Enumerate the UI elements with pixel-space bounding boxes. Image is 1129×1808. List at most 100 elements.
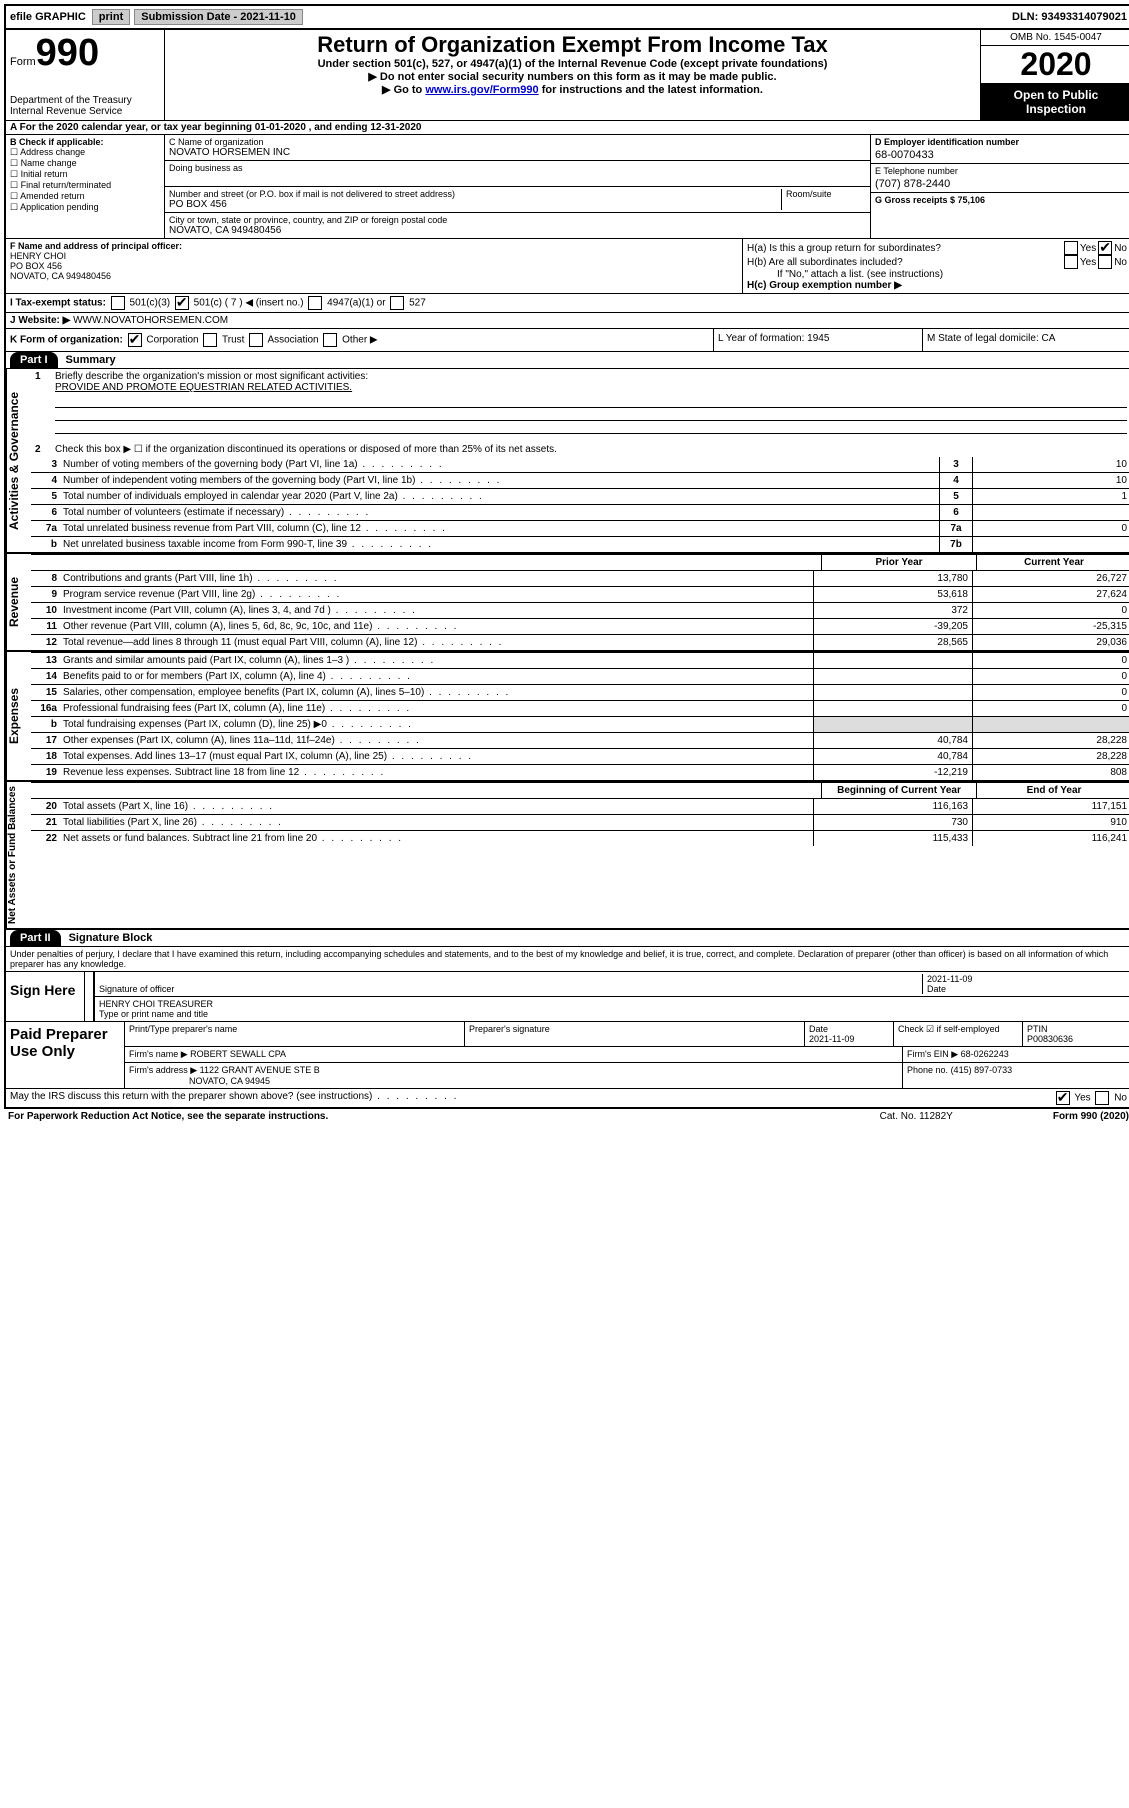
data-row-22: 22 Net assets or fund balances. Subtract…	[31, 830, 1129, 846]
hdr-end: End of Year	[976, 783, 1129, 798]
row-desc: Net assets or fund balances. Subtract li…	[59, 831, 813, 846]
revenue-section: Revenue Prior Year Current Year 8 Contri…	[6, 554, 1129, 652]
row-curr: 26,727	[972, 571, 1129, 586]
data-row-15: 15 Salaries, other compensation, employe…	[31, 684, 1129, 700]
row-curr: 0	[972, 701, 1129, 716]
discuss-row: May the IRS discuss this return with the…	[6, 1088, 1129, 1107]
section-bcd: B Check if applicable: ☐ Address change …	[6, 135, 1129, 239]
chk-527[interactable]	[390, 296, 404, 310]
sig-officer-line: Signature of officer 2021-11-09Date	[95, 972, 1129, 997]
row-num: 14	[31, 669, 59, 684]
row-curr: 0	[972, 603, 1129, 618]
side-governance: Activities & Governance	[6, 369, 31, 552]
bottom-line: For Paperwork Reduction Act Notice, see …	[4, 1109, 1129, 1124]
chk-4947[interactable]	[308, 296, 322, 310]
ein-value: 68-0070433	[875, 149, 1127, 161]
firm-name: ROBERT SEWALL CPA	[190, 1049, 286, 1059]
subtitle-1: Under section 501(c), 527, or 4947(a)(1)…	[169, 58, 976, 70]
dba-row: Doing business as	[165, 161, 870, 187]
data-row-10: 10 Investment income (Part VIII, column …	[31, 602, 1129, 618]
row-desc: Other expenses (Part IX, column (A), lin…	[59, 733, 813, 748]
firm-phone: (415) 897-0733	[951, 1065, 1013, 1075]
blank-line-3	[55, 421, 1127, 434]
chk-initial[interactable]: ☐ Initial return	[10, 169, 160, 180]
row-curr: 116,241	[972, 831, 1129, 846]
col-h: H(a) Is this a group return for subordin…	[743, 239, 1129, 293]
chk-other[interactable]	[323, 333, 337, 347]
hb-no[interactable]	[1098, 255, 1112, 269]
data-row-12: 12 Total revenue—add lines 8 through 11 …	[31, 634, 1129, 650]
expenses-section: Expenses 13 Grants and similar amounts p…	[6, 652, 1129, 782]
discuss-no[interactable]	[1095, 1091, 1109, 1105]
row-desc: Number of independent voting members of …	[59, 473, 939, 488]
chk-assoc[interactable]	[249, 333, 263, 347]
data-row-11: 11 Other revenue (Part VIII, column (A),…	[31, 618, 1129, 634]
row-desc: Benefits paid to or for members (Part IX…	[59, 669, 813, 684]
hb-q: H(b) Are all subordinates included?	[747, 257, 1062, 268]
row-i: I Tax-exempt status: 501(c)(3) 501(c) ( …	[6, 294, 1129, 313]
data-row-14: 14 Benefits paid to or for members (Part…	[31, 668, 1129, 684]
row-prior	[813, 701, 972, 716]
penalty-text: Under penalties of perjury, I declare th…	[6, 947, 1129, 971]
revenue-content: Prior Year Current Year 8 Contributions …	[31, 554, 1129, 650]
row-prior: 40,784	[813, 749, 972, 764]
mission-text: PROVIDE AND PROMOTE EQUESTRIAN RELATED A…	[55, 382, 352, 393]
state-domicile: M State of legal domicile: CA	[922, 329, 1129, 351]
q1-block: 1 Briefly describe the organization's mi…	[31, 369, 1129, 395]
chk-amended[interactable]: ☐ Amended return	[10, 191, 160, 202]
row-curr: 29,036	[972, 635, 1129, 650]
rev-header: Prior Year Current Year	[31, 554, 1129, 570]
row-num: 4	[31, 473, 59, 488]
section-fh: F Name and address of principal officer:…	[6, 239, 1129, 294]
org-name-label: C Name of organization	[169, 137, 866, 147]
chk-final[interactable]: ☐ Final return/terminated	[10, 180, 160, 191]
row-curr: 28,228	[972, 733, 1129, 748]
ha-yes[interactable]	[1064, 241, 1078, 255]
chk-501c[interactable]	[175, 296, 189, 310]
subtitle-2: Do not enter social security numbers on …	[169, 70, 976, 83]
chk-addr[interactable]: ☐ Address change	[10, 147, 160, 158]
submission-button[interactable]: Submission Date - 2021-11-10	[134, 9, 303, 25]
row-curr: 0	[972, 653, 1129, 668]
gov-row-6: 6 Total number of volunteers (estimate i…	[31, 504, 1129, 520]
row-desc: Total liabilities (Part X, line 26)	[59, 815, 813, 830]
sign-here-label: Sign Here	[6, 972, 85, 1021]
chk-501c3[interactable]	[111, 296, 125, 310]
chk-corp[interactable]	[128, 333, 142, 347]
row-curr: 28,228	[972, 749, 1129, 764]
row-val: 1	[972, 489, 1129, 504]
row-num: 8	[31, 571, 59, 586]
chk-pending[interactable]: ☐ Application pending	[10, 202, 160, 213]
print-button[interactable]: print	[92, 9, 130, 25]
row-prior	[813, 669, 972, 684]
irs-link[interactable]: www.irs.gov/Form990	[425, 84, 538, 96]
f-addr1: PO BOX 456	[10, 261, 62, 271]
preparer-fields: Print/Type preparer's name Preparer's si…	[124, 1022, 1129, 1088]
chk-trust[interactable]	[203, 333, 217, 347]
gov-row-3: 3 Number of voting members of the govern…	[31, 457, 1129, 472]
row-num: 15	[31, 685, 59, 700]
addr-value: PO BOX 456	[169, 199, 777, 210]
firm-addr1: 1122 GRANT AVENUE STE B	[200, 1065, 320, 1075]
chk-name[interactable]: ☐ Name change	[10, 158, 160, 169]
tax-year: 2020	[981, 46, 1129, 84]
row-curr: 910	[972, 815, 1129, 830]
dept-label: Department of the Treasury Internal Reve…	[10, 95, 160, 117]
row-desc: Total number of volunteers (estimate if …	[59, 505, 939, 520]
addr-row: Number and street (or P.O. box if mail i…	[165, 187, 870, 213]
row-curr: 27,624	[972, 587, 1129, 602]
check-self: Check ☑ if self-employed	[894, 1022, 1023, 1046]
ha-no[interactable]	[1098, 241, 1112, 255]
hb-yes[interactable]	[1064, 255, 1078, 269]
row-prior: 40,784	[813, 733, 972, 748]
row-prior: 28,565	[813, 635, 972, 650]
row-prior: 115,433	[813, 831, 972, 846]
sign-here-row: Sign Here Signature of officer 2021-11-0…	[6, 971, 1129, 1021]
row-j: J Website: ▶ WWW.NOVATOHORSEMEN.COM	[6, 313, 1129, 329]
row-num: b	[31, 537, 59, 552]
ein-row: D Employer identification number 68-0070…	[871, 135, 1129, 164]
form-container: Form990 Department of the Treasury Inter…	[4, 30, 1129, 1109]
ha-line: H(a) Is this a group return for subordin…	[747, 241, 1127, 255]
discuss-yes[interactable]	[1056, 1091, 1070, 1105]
gov-row-5: 5 Total number of individuals employed i…	[31, 488, 1129, 504]
